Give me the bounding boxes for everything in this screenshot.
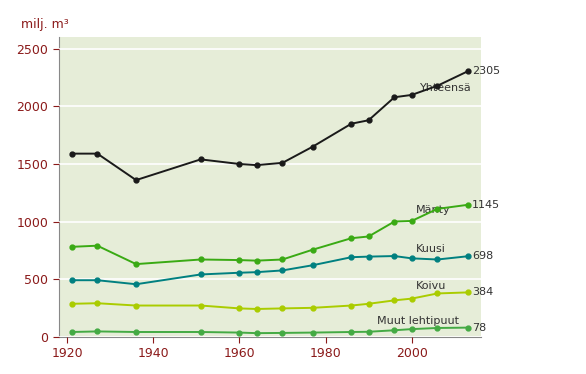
Text: 384: 384 (472, 287, 493, 297)
Text: 78: 78 (472, 323, 486, 332)
Text: 2305: 2305 (472, 66, 500, 76)
Text: 698: 698 (472, 251, 493, 261)
Text: milj. m³: milj. m³ (21, 18, 69, 31)
Text: 1145: 1145 (472, 200, 500, 210)
Text: Mänty: Mänty (416, 205, 451, 215)
Text: Koivu: Koivu (416, 280, 447, 291)
Text: Kuusi: Kuusi (416, 244, 446, 254)
Text: Muut lehtipuut: Muut lehtipuut (377, 316, 459, 326)
Text: Yhteensä: Yhteensä (420, 83, 472, 93)
